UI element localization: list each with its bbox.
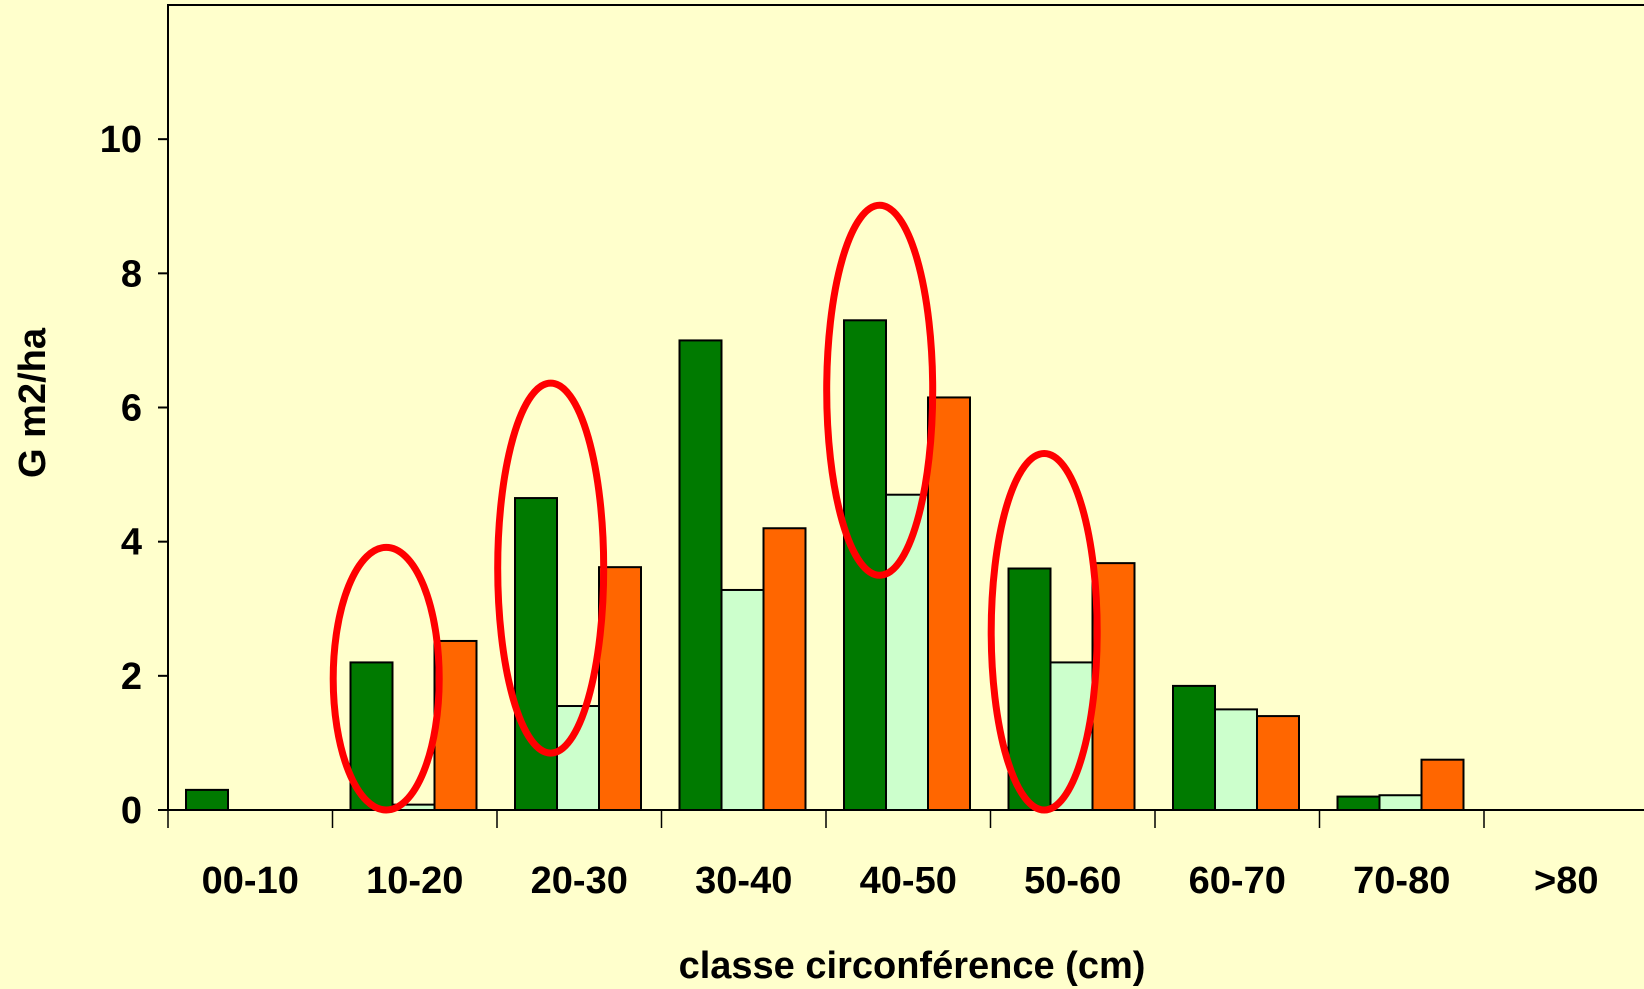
y-axis: 0 2 4 6 8 10 [100, 119, 168, 832]
bar-series-1-20-30 [514, 497, 558, 811]
bar-series-3-60-70 [1256, 715, 1300, 811]
y-tick-label: 0 [121, 790, 142, 832]
bar-series-3-40-50 [927, 396, 971, 811]
y-tick-label: 2 [121, 656, 142, 698]
y-tick-label: 10 [100, 119, 142, 161]
x-axis: 00-10 10-20 20-30 30-40 40-50 50-60 60-70 70-80… [167, 810, 1598, 902]
bar-series-1-60-70 [1172, 684, 1216, 811]
y-tick-label: 8 [121, 253, 142, 295]
highlight-ellipses [329, 201, 1101, 814]
y-axis-title: G m2/ha [12, 327, 54, 478]
x-category-label: 10-20 [366, 860, 463, 902]
highlight-ellipse-20-30 [494, 379, 608, 757]
x-category-label: >80 [1534, 860, 1598, 902]
bar-series-2-70-80 [1378, 794, 1423, 811]
x-category-label: 40-50 [860, 860, 957, 902]
bar-series-1-30-40 [678, 339, 723, 811]
x-axis-title: classe circonférence (cm) [679, 945, 1146, 987]
bar-series-3-30-40 [762, 527, 807, 811]
highlight-ellipse-50-60 [987, 450, 1101, 814]
highlight-ellipse-10-20 [329, 543, 443, 814]
y-tick-label: 6 [121, 388, 142, 430]
x-category-label: 50-60 [1024, 860, 1121, 902]
x-category-label: 20-30 [531, 860, 628, 902]
bar-series-2-60-70 [1214, 708, 1258, 811]
bar-series-2-30-40 [720, 588, 765, 812]
bar-series-1-00-10 [185, 788, 229, 811]
x-category-label: 00-10 [202, 860, 299, 902]
x-category-label: 70-80 [1353, 860, 1450, 902]
x-category-label: 30-40 [695, 860, 792, 902]
highlight-ellipse-40-50 [823, 201, 937, 579]
y-tick-label: 4 [121, 522, 142, 564]
bar-series-1-70-80 [1336, 795, 1381, 811]
bar-series-3-70-80 [1420, 758, 1465, 811]
x-category-label: 60-70 [1189, 860, 1286, 902]
